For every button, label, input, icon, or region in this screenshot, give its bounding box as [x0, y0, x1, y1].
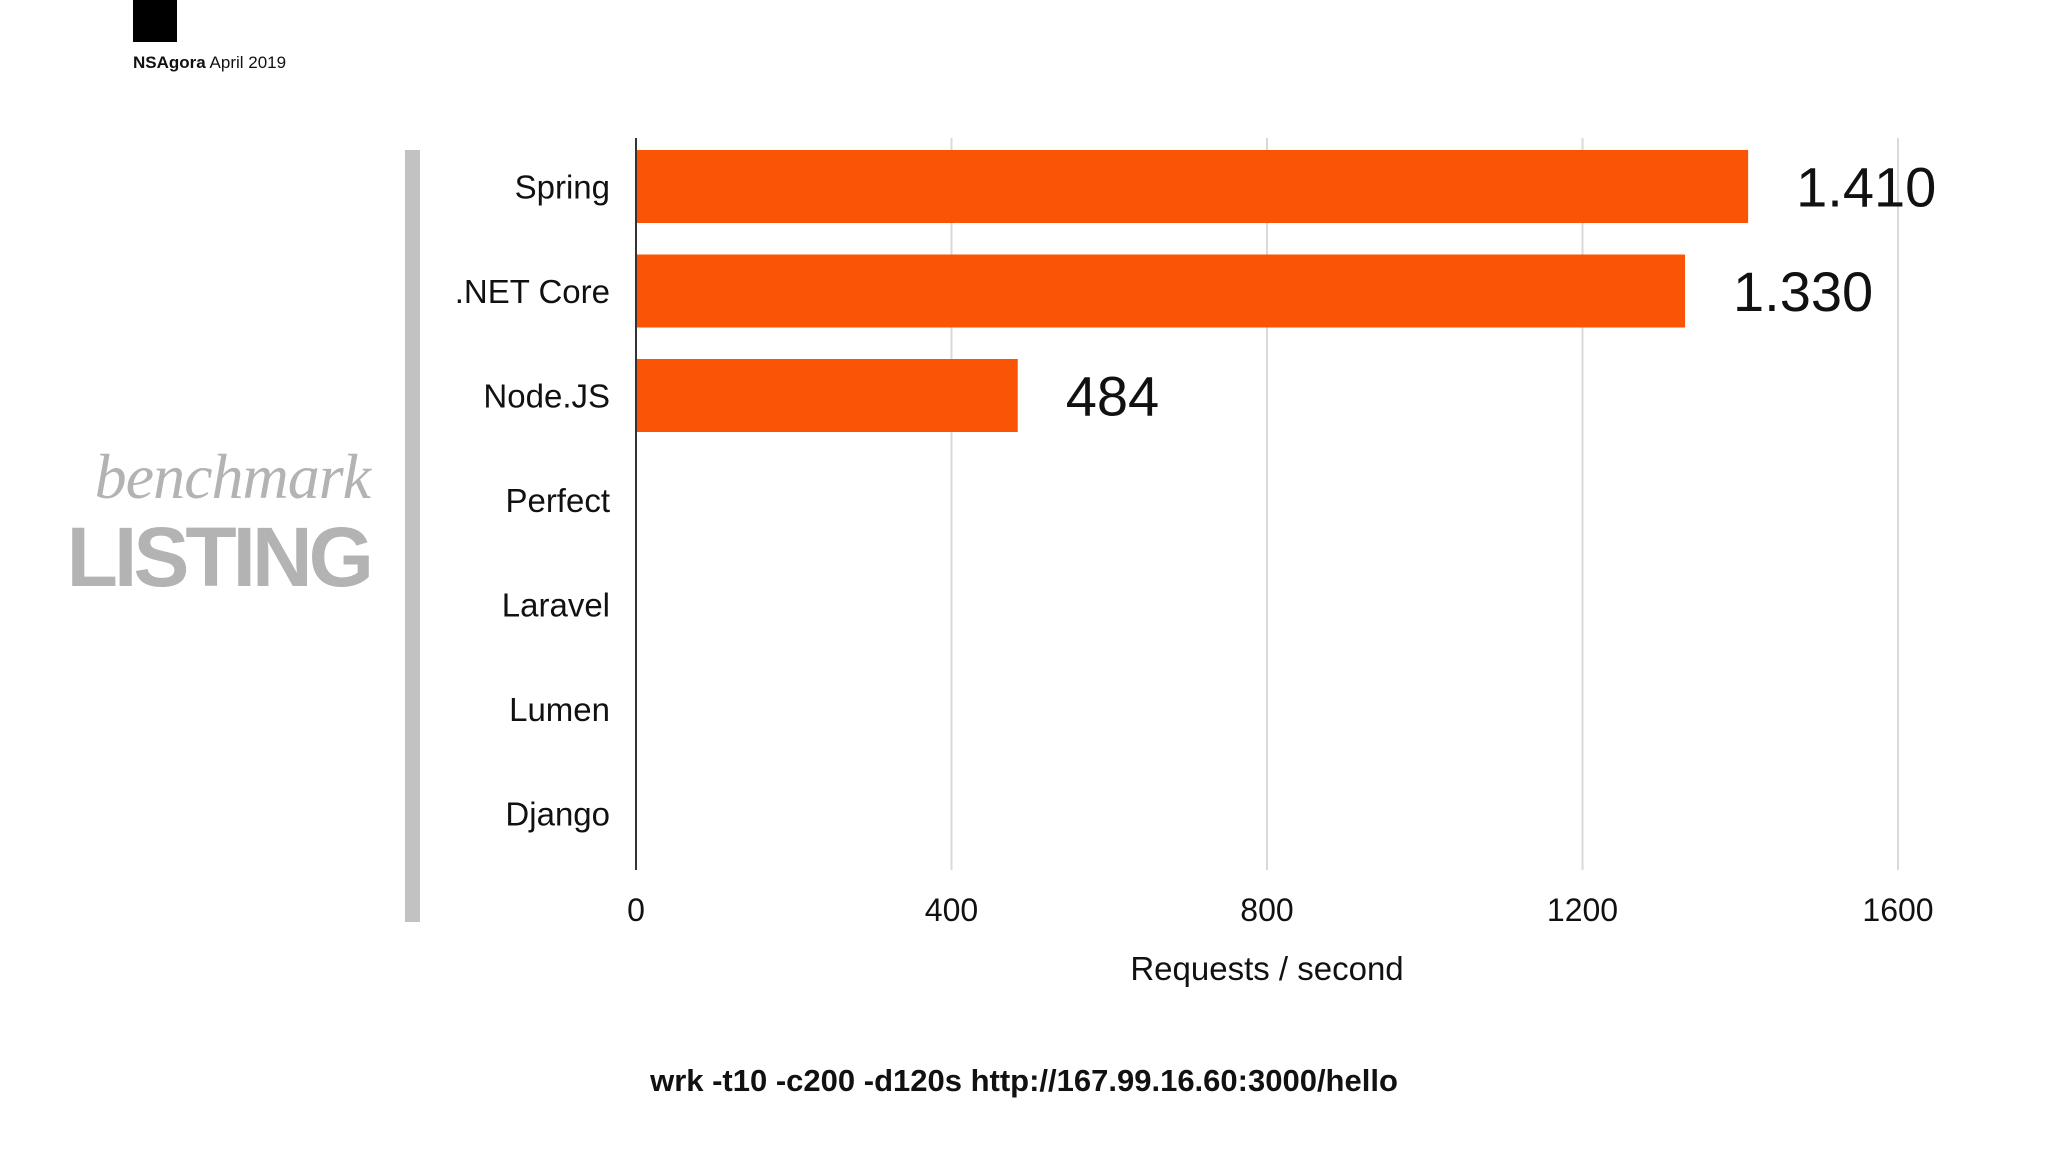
header: NSAgora April 2019: [133, 53, 286, 73]
bar: [636, 359, 1018, 432]
category-label: Node.JS: [483, 378, 610, 415]
side-title-caps: LISTING: [66, 510, 374, 604]
data-label: 1.330: [1733, 260, 1873, 323]
category-label: Django: [505, 796, 610, 833]
bar: [636, 150, 1749, 223]
x-axis-title: Requests / second: [1130, 950, 1403, 987]
benchmark-command: wrk -t10 -c200 -d120s http://167.99.16.6…: [650, 1063, 1398, 1098]
logo-square: [133, 0, 177, 42]
header-brand: NSAgora: [133, 53, 206, 72]
x-tick-label: 0: [627, 892, 645, 928]
header-date: April 2019: [209, 53, 287, 72]
x-tick-label: 800: [1240, 892, 1293, 928]
data-label: 1.410: [1796, 156, 1936, 219]
category-label: .NET Core: [455, 273, 610, 310]
x-tick-label: 400: [925, 892, 978, 928]
bar: [636, 254, 1686, 328]
x-tick-label: 1600: [1862, 892, 1933, 928]
side-title: benchmark LISTING: [40, 441, 374, 604]
category-label: Perfect: [505, 482, 610, 519]
x-tick-label: 1200: [1547, 892, 1618, 928]
category-label: Spring: [515, 169, 610, 206]
side-title-script: benchmark: [94, 441, 371, 512]
category-label: Lumen: [509, 691, 610, 728]
bar-chart: 1.410 Spring 1.330 .NET Core 484 Node.JS Perfe…: [455, 138, 1936, 987]
category-label: Laravel: [502, 587, 610, 624]
data-label: 484: [1066, 365, 1159, 428]
divider-bar: [405, 150, 420, 922]
